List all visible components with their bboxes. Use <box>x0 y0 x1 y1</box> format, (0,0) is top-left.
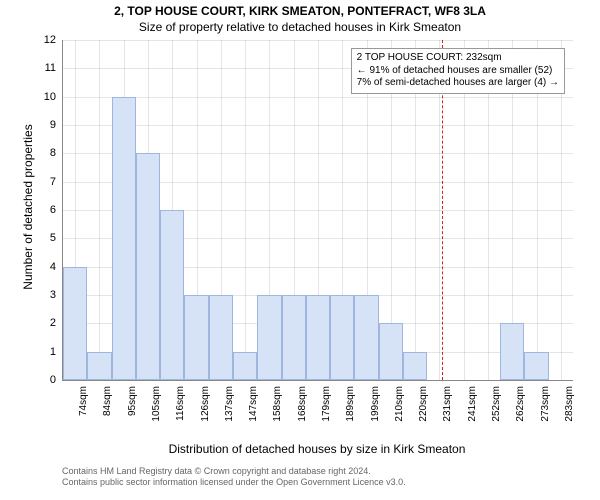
annotation-line-2: ← 91% of detached houses are smaller (52… <box>357 65 559 78</box>
gridline-h <box>63 380 573 381</box>
ytick-label: 3 <box>26 289 56 301</box>
histogram-bar <box>136 153 160 380</box>
xtick-label: 210sqm <box>394 386 405 441</box>
histogram-bar <box>354 295 378 380</box>
credit-line-2: Contains public sector information licen… <box>62 477 406 488</box>
gridline-v <box>99 40 100 380</box>
xtick-label: 137sqm <box>224 386 235 441</box>
histogram-bar <box>112 97 136 380</box>
xtick-label: 179sqm <box>321 386 332 441</box>
gridline-v <box>245 40 246 380</box>
ytick-label: 0 <box>26 374 56 386</box>
ytick-label: 7 <box>26 176 56 188</box>
xtick-label: 252sqm <box>491 386 502 441</box>
xtick-label: 231sqm <box>442 386 453 441</box>
histogram-bar <box>306 295 330 380</box>
histogram-bar <box>87 352 111 380</box>
histogram-bar <box>63 267 87 380</box>
chart-title-sub: Size of property relative to detached ho… <box>0 20 600 34</box>
xtick-label: 158sqm <box>272 386 283 441</box>
xtick-label: 74sqm <box>78 386 89 441</box>
annotation-line-1: 2 TOP HOUSE COURT: 232sqm <box>357 52 559 65</box>
xtick-label: 220sqm <box>418 386 429 441</box>
xtick-label: 262sqm <box>515 386 526 441</box>
ytick-label: 12 <box>26 34 56 46</box>
xtick-label: 116sqm <box>175 386 186 441</box>
xtick-label: 241sqm <box>467 386 478 441</box>
annotation-line-3: 7% of semi-detached houses are larger (4… <box>357 77 559 90</box>
histogram-bar <box>184 295 208 380</box>
xtick-label: 283sqm <box>564 386 575 441</box>
xtick-label: 273sqm <box>540 386 551 441</box>
xtick-label: 126sqm <box>200 386 211 441</box>
ytick-label: 4 <box>26 261 56 273</box>
marker-annotation-box: 2 TOP HOUSE COURT: 232sqm ← 91% of detac… <box>351 48 565 94</box>
ytick-label: 1 <box>26 346 56 358</box>
xtick-label: 199sqm <box>370 386 381 441</box>
histogram-bar <box>330 295 354 380</box>
xtick-label: 189sqm <box>345 386 356 441</box>
credits-text: Contains HM Land Registry data © Crown c… <box>62 466 406 489</box>
credit-line-1: Contains HM Land Registry data © Crown c… <box>62 466 406 477</box>
xtick-label: 105sqm <box>151 386 162 441</box>
histogram-bar <box>403 352 427 380</box>
histogram-bar <box>524 352 548 380</box>
histogram-bar <box>379 323 403 380</box>
x-axis-label: Distribution of detached houses by size … <box>62 442 572 456</box>
ytick-label: 10 <box>26 91 56 103</box>
histogram-bar <box>233 352 257 380</box>
histogram-bar <box>209 295 233 380</box>
ytick-label: 11 <box>26 62 56 74</box>
ytick-label: 9 <box>26 119 56 131</box>
ytick-label: 5 <box>26 232 56 244</box>
chart-title-main: 2, TOP HOUSE COURT, KIRK SMEATON, PONTEF… <box>0 4 600 18</box>
ytick-label: 8 <box>26 147 56 159</box>
ytick-label: 6 <box>26 204 56 216</box>
property-size-chart: 2, TOP HOUSE COURT, KIRK SMEATON, PONTEF… <box>0 0 600 500</box>
histogram-bar <box>282 295 306 380</box>
histogram-bar <box>257 295 281 380</box>
ytick-label: 2 <box>26 317 56 329</box>
xtick-label: 147sqm <box>248 386 259 441</box>
histogram-bar <box>160 210 184 380</box>
xtick-label: 95sqm <box>127 386 138 441</box>
xtick-label: 84sqm <box>102 386 113 441</box>
histogram-bar <box>500 323 524 380</box>
xtick-label: 168sqm <box>297 386 308 441</box>
